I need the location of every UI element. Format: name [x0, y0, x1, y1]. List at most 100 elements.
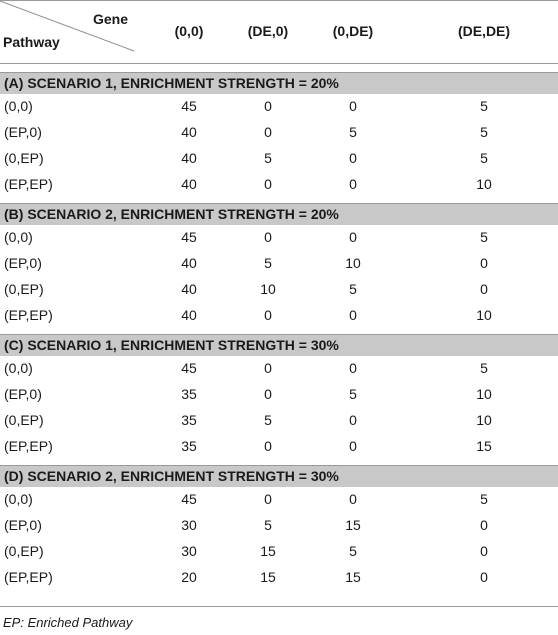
- table-cell: 0: [349, 150, 357, 166]
- table-row: (0,0) 45 0 0 5: [0, 94, 558, 120]
- table-cell: 0: [264, 98, 272, 114]
- table-cell: 10: [345, 255, 361, 271]
- table-cell: 0: [264, 124, 272, 140]
- table-row: (EP,EP) 40 0 0 10: [0, 303, 558, 329]
- table-cell: 5: [264, 517, 272, 533]
- table-bottom-rule: [0, 606, 558, 607]
- section-title: (A) SCENARIO 1, ENRICHMENT STRENGTH = 20…: [4, 75, 339, 91]
- table-cell: 0: [349, 360, 357, 376]
- table-cell: 5: [480, 124, 488, 140]
- table-cell: 0: [264, 176, 272, 192]
- table-cell: 0: [480, 281, 488, 297]
- row-label: (0,EP): [4, 150, 44, 166]
- table-cell: 5: [264, 255, 272, 271]
- row-label: (EP,0): [4, 124, 42, 140]
- table-cell: 0: [480, 543, 488, 559]
- row-label: (0,EP): [4, 412, 44, 428]
- table-cell: 45: [181, 491, 197, 507]
- table-cell: 10: [476, 176, 492, 192]
- table-cell: 15: [476, 438, 492, 454]
- section-header: (B) SCENARIO 2, ENRICHMENT STRENGTH = 20…: [0, 203, 558, 225]
- row-label: (EP,0): [4, 255, 42, 271]
- table-cell: 30: [181, 517, 197, 533]
- section-header: (C) SCENARIO 1, ENRICHMENT STRENGTH = 30…: [0, 334, 558, 356]
- table-row: (EP,0) 35 0 5 10: [0, 382, 558, 408]
- table-cell: 0: [264, 491, 272, 507]
- table-row: (0,EP) 40 10 5 0: [0, 277, 558, 303]
- table-cell: 5: [349, 543, 357, 559]
- row-label: (0,EP): [4, 281, 44, 297]
- table-footnote: EP: Enriched Pathway: [3, 615, 133, 630]
- table-cell: 0: [480, 517, 488, 533]
- table-cell: 15: [260, 569, 276, 585]
- column-header: (DE,DE): [457, 23, 511, 39]
- table-cell: 0: [264, 438, 272, 454]
- table-cell: 15: [260, 543, 276, 559]
- table-cell: 10: [476, 307, 492, 323]
- row-label: (EP,EP): [4, 438, 53, 454]
- row-label: (EP,EP): [4, 569, 53, 585]
- table-cell: 0: [349, 98, 357, 114]
- table-cell: 45: [181, 360, 197, 376]
- column-header: (0,0): [174, 23, 204, 39]
- table-cell: 0: [264, 386, 272, 402]
- table-cell: 40: [181, 281, 197, 297]
- table-row: (EP,EP) 40 0 0 10: [0, 172, 558, 198]
- table-cell: 40: [181, 176, 197, 192]
- table-cell: 5: [480, 491, 488, 507]
- table-cell: 5: [264, 150, 272, 166]
- table-cell: 20: [181, 569, 197, 585]
- table-cell: 15: [345, 569, 361, 585]
- row-label: (EP,0): [4, 386, 42, 402]
- table-cell: 5: [480, 360, 488, 376]
- section-title: (D) SCENARIO 2, ENRICHMENT STRENGTH = 30…: [4, 468, 339, 484]
- section-header: (A) SCENARIO 1, ENRICHMENT STRENGTH = 20…: [0, 72, 558, 94]
- table-row: (0,0) 45 0 0 5: [0, 225, 558, 251]
- table-cell: 5: [264, 412, 272, 428]
- table-cell: 15: [345, 517, 361, 533]
- row-label: (0,0): [4, 98, 33, 114]
- table-row: (0,EP) 40 5 0 5: [0, 146, 558, 172]
- row-label: (0,0): [4, 229, 33, 245]
- table-cell: 30: [181, 543, 197, 559]
- table-cell: 35: [181, 386, 197, 402]
- table-cell: 0: [349, 412, 357, 428]
- table-cell: 40: [181, 255, 197, 271]
- table-header: Gene Pathway (0,0) (DE,0) (0,DE) (DE,DE): [0, 0, 558, 64]
- table-cell: 10: [476, 386, 492, 402]
- table-row: (EP,0) 40 0 5 5: [0, 120, 558, 146]
- table-row: (0,EP) 35 5 0 10: [0, 408, 558, 434]
- table-cell: 35: [181, 412, 197, 428]
- table-cell: 0: [349, 307, 357, 323]
- section-title: (C) SCENARIO 1, ENRICHMENT STRENGTH = 30…: [4, 337, 339, 353]
- header-gene-label: Gene: [93, 11, 129, 27]
- column-header: (0,DE): [332, 23, 374, 39]
- table-cell: 0: [480, 569, 488, 585]
- table-cell: 0: [349, 229, 357, 245]
- table-row: (0,EP) 30 15 5 0: [0, 539, 558, 565]
- section-header: (D) SCENARIO 2, ENRICHMENT STRENGTH = 30…: [0, 465, 558, 487]
- row-label: (EP,0): [4, 517, 42, 533]
- table-cell: 45: [181, 229, 197, 245]
- column-header: (DE,0): [247, 23, 289, 39]
- table-cell: 5: [480, 150, 488, 166]
- table-cell: 5: [349, 386, 357, 402]
- table-cell: 0: [349, 176, 357, 192]
- table-cell: 40: [181, 150, 197, 166]
- table-row: (0,0) 45 0 0 5: [0, 356, 558, 382]
- table-cell: 5: [349, 281, 357, 297]
- table-row: (0,0) 45 0 0 5: [0, 487, 558, 513]
- section-title: (B) SCENARIO 2, ENRICHMENT STRENGTH = 20…: [4, 206, 339, 222]
- row-label: (EP,EP): [4, 176, 53, 192]
- header-diagonal-divider: [0, 1, 135, 52]
- table-cell: 0: [264, 360, 272, 376]
- table-row: (EP,EP) 35 0 0 15: [0, 434, 558, 460]
- row-label: (0,0): [4, 491, 33, 507]
- table-cell: 0: [349, 491, 357, 507]
- table-cell: 45: [181, 98, 197, 114]
- table-cell: 0: [480, 255, 488, 271]
- table-cell: 5: [349, 124, 357, 140]
- table-cell: 10: [476, 412, 492, 428]
- row-label: (EP,EP): [4, 307, 53, 323]
- table-cell: 0: [349, 438, 357, 454]
